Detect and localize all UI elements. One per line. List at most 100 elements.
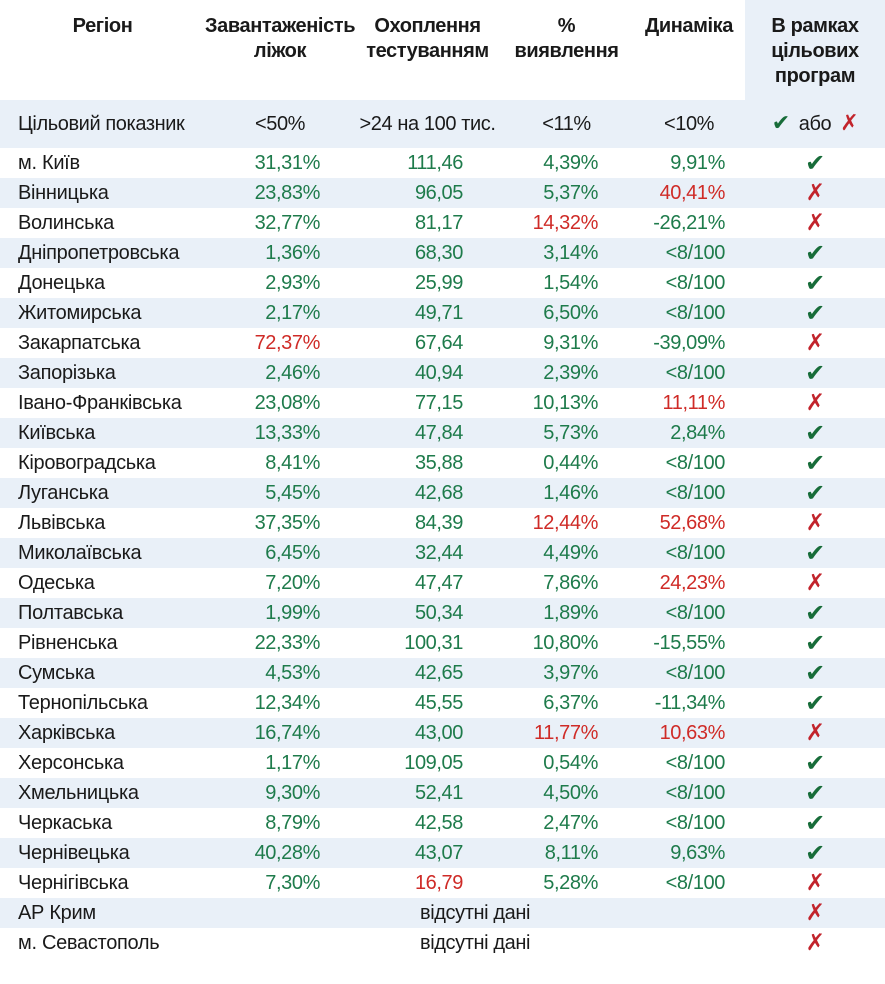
- det-value: 5,73%: [543, 421, 598, 444]
- region-name: Чернівецька: [18, 841, 130, 864]
- check-icon: ✔: [805, 419, 825, 447]
- region-name: Запорізька: [18, 361, 116, 384]
- det-value: 2,39%: [543, 361, 598, 384]
- det-value: 10,80%: [532, 631, 599, 654]
- check-icon: ✔: [805, 839, 825, 867]
- bed-value: 8,79%: [265, 811, 320, 834]
- cross-icon: ✗: [805, 869, 825, 896]
- region-name: Херсонська: [18, 751, 124, 774]
- cross-icon: ✗: [805, 209, 825, 236]
- region-name: Житомирська: [18, 301, 142, 324]
- det-value: 5,28%: [543, 871, 598, 894]
- cross-icon: ✗: [805, 899, 825, 926]
- det-value: 1,54%: [543, 271, 598, 294]
- test-value: 45,55: [414, 691, 463, 714]
- check-icon: ✔: [805, 359, 825, 387]
- dyn-value: <8/100: [665, 751, 726, 774]
- test-value: 40,94: [414, 361, 463, 384]
- table-row: Запорізька 2,46% 40,94 2,39% <8/100 ✔: [0, 358, 885, 388]
- table-row: Хмельницька 9,30% 52,41 4,50% <8/100 ✔: [0, 778, 885, 808]
- bed-value: 7,30%: [265, 871, 320, 894]
- check-icon: ✔: [805, 689, 825, 717]
- test-value: 96,05: [414, 181, 463, 204]
- dyn-value: <8/100: [665, 301, 726, 324]
- test-value: 42,68: [414, 481, 463, 504]
- dyn-value: <8/100: [665, 661, 726, 684]
- bed-value: 9,30%: [265, 781, 320, 804]
- det-value: 1,89%: [543, 601, 598, 624]
- table-row: Чернігівська 7,30% 16,79 5,28% <8/100 ✗: [0, 868, 885, 898]
- header-bed-occupancy: Завантаженість ліжок: [205, 15, 356, 62]
- det-value: 2,47%: [543, 811, 598, 834]
- table-row: Донецька 2,93% 25,99 1,54% <8/100 ✔: [0, 268, 885, 298]
- test-value: 67,64: [414, 331, 463, 354]
- region-name: Волинська: [18, 211, 114, 234]
- cross-icon: ✗: [805, 329, 825, 356]
- check-icon: ✔: [805, 479, 825, 507]
- dyn-value: <8/100: [665, 811, 726, 834]
- table-row: Луганська 5,45% 42,68 1,46% <8/100 ✔: [0, 478, 885, 508]
- dyn-value: <8/100: [665, 451, 726, 474]
- target-indicator-row: Цільовий показник <50% >24 на 100 тис. <…: [0, 100, 885, 148]
- bed-value: 2,93%: [265, 271, 320, 294]
- region-name: Тернопільська: [18, 691, 148, 714]
- cross-icon: ✗: [805, 389, 825, 416]
- header-detection-rate: % виявлення: [514, 15, 619, 62]
- region-name: АР Крим: [18, 901, 96, 924]
- target-detection-rate: <11%: [542, 112, 591, 135]
- region-name: Харківська: [18, 721, 115, 744]
- bed-value: 22,33%: [254, 631, 321, 654]
- table-row: Полтавська 1,99% 50,34 1,89% <8/100 ✔: [0, 598, 885, 628]
- test-value: 84,39: [414, 511, 463, 534]
- test-value: 25,99: [414, 271, 463, 294]
- bed-value: 12,34%: [254, 691, 321, 714]
- no-data-label: відсутні дані: [419, 931, 531, 954]
- header-region: Регіон: [72, 15, 133, 37]
- dyn-value: <8/100: [665, 271, 726, 294]
- test-value: 47,84: [414, 421, 463, 444]
- bed-value: 23,83%: [254, 181, 321, 204]
- dyn-value: 24,23%: [659, 571, 726, 594]
- test-value: 49,71: [414, 301, 463, 324]
- region-name: Чернігівська: [18, 871, 129, 894]
- bed-value: 1,17%: [265, 751, 320, 774]
- test-value: 100,31: [404, 631, 463, 654]
- test-value: 43,00: [414, 721, 463, 744]
- check-icon: ✔: [805, 299, 825, 327]
- target-program-cell: ✔ або ✗: [745, 113, 885, 136]
- region-name: Полтавська: [18, 601, 123, 624]
- det-value: 3,14%: [543, 241, 598, 264]
- dyn-value: 10,63%: [659, 721, 726, 744]
- check-icon: ✔: [805, 809, 825, 837]
- dyn-value: -26,21%: [653, 211, 725, 234]
- test-value: 35,88: [414, 451, 463, 474]
- table-row: Тернопільська 12,34% 45,55 6,37% -11,34% ✔: [0, 688, 885, 718]
- cross-icon: ✗: [840, 111, 859, 136]
- table-row: Харківська 16,74% 43,00 11,77% 10,63% ✗: [0, 718, 885, 748]
- bed-value: 16,74%: [254, 721, 321, 744]
- bed-value: 32,77%: [254, 211, 321, 234]
- test-value: 43,07: [414, 841, 463, 864]
- det-value: 4,39%: [543, 151, 598, 174]
- region-name: Одеська: [18, 571, 95, 594]
- target-row-label: Цільовий показник: [18, 112, 185, 135]
- dyn-value: -15,55%: [653, 631, 725, 654]
- det-value: 8,11%: [544, 841, 599, 864]
- table-row: м. Севастополь відсутні дані ✗: [0, 928, 885, 958]
- header-testing-coverage: Охоплення тестуванням: [366, 15, 489, 62]
- target-dynamics: <10%: [663, 112, 715, 135]
- check-icon: ✔: [805, 749, 825, 777]
- check-icon: ✔: [805, 779, 825, 807]
- bed-value: 6,45%: [265, 541, 320, 564]
- bed-value: 37,35%: [254, 511, 321, 534]
- det-value: 10,13%: [532, 391, 599, 414]
- dyn-value: -39,09%: [653, 331, 725, 354]
- check-icon: ✔: [805, 449, 825, 477]
- region-name: Закарпатська: [18, 331, 141, 354]
- table-row: Житомирська 2,17% 49,71 6,50% <8/100 ✔: [0, 298, 885, 328]
- det-value: 3,97%: [543, 661, 598, 684]
- test-value: 16,79: [414, 871, 463, 894]
- det-value: 5,37%: [543, 181, 598, 204]
- no-data-label: відсутні дані: [419, 901, 531, 924]
- dyn-value: 52,68%: [659, 511, 726, 534]
